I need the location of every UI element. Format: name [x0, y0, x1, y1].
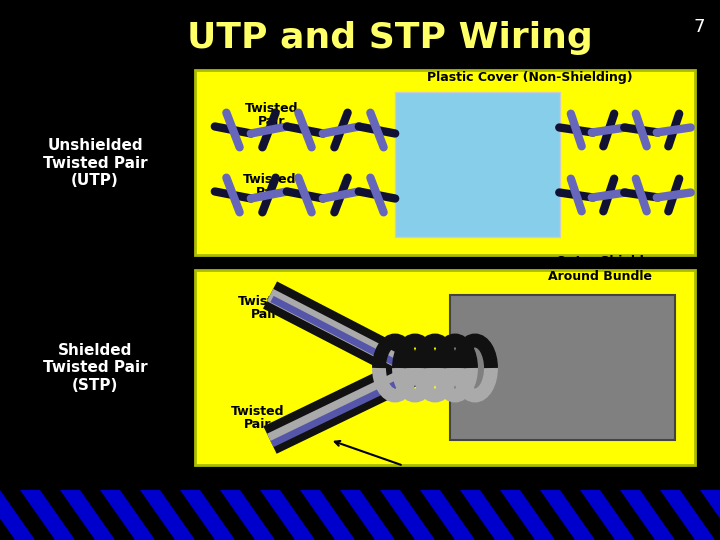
Text: Twisted: Twisted: [246, 102, 299, 115]
Bar: [195, 70, 695, 255]
Polygon shape: [400, 490, 455, 540]
Polygon shape: [600, 490, 655, 540]
Bar: [450, 295, 675, 440]
Text: Plastic Cover (Non-Shielding): Plastic Cover (Non-Shielding): [427, 71, 633, 84]
Text: Pair: Pair: [256, 186, 284, 199]
Polygon shape: [440, 490, 495, 540]
Polygon shape: [0, 490, 15, 540]
Polygon shape: [680, 490, 720, 540]
Text: Shielded
Twisted Pair
(STP): Shielded Twisted Pair (STP): [42, 343, 148, 393]
Polygon shape: [160, 490, 215, 540]
Polygon shape: [200, 490, 255, 540]
Polygon shape: [120, 490, 175, 540]
Text: Twisted: Twisted: [238, 295, 292, 308]
Polygon shape: [0, 490, 55, 540]
Polygon shape: [240, 490, 295, 540]
Text: Shielding Around Pair: Shielding Around Pair: [335, 441, 506, 482]
Text: Twisted: Twisted: [243, 173, 297, 186]
Polygon shape: [40, 490, 95, 540]
Bar: [395, 92, 560, 237]
Text: Pair: Pair: [258, 115, 286, 128]
Polygon shape: [480, 490, 535, 540]
Polygon shape: [80, 490, 135, 540]
Polygon shape: [360, 490, 415, 540]
Bar: [0, 490, 720, 540]
Text: 7: 7: [693, 18, 705, 36]
Text: Pair: Pair: [244, 418, 271, 431]
Polygon shape: [640, 490, 695, 540]
Text: Unshielded
Twisted Pair
(UTP): Unshielded Twisted Pair (UTP): [42, 138, 148, 188]
Polygon shape: [560, 490, 615, 540]
Text: UTP and STP Wiring: UTP and STP Wiring: [187, 21, 593, 55]
Bar: [195, 270, 695, 465]
Text: Outer Shield
Around Bundle: Outer Shield Around Bundle: [548, 255, 652, 283]
Polygon shape: [320, 490, 375, 540]
Polygon shape: [280, 490, 335, 540]
Polygon shape: [520, 490, 575, 540]
Text: Pair: Pair: [251, 308, 279, 321]
Text: Twisted: Twisted: [231, 405, 284, 418]
